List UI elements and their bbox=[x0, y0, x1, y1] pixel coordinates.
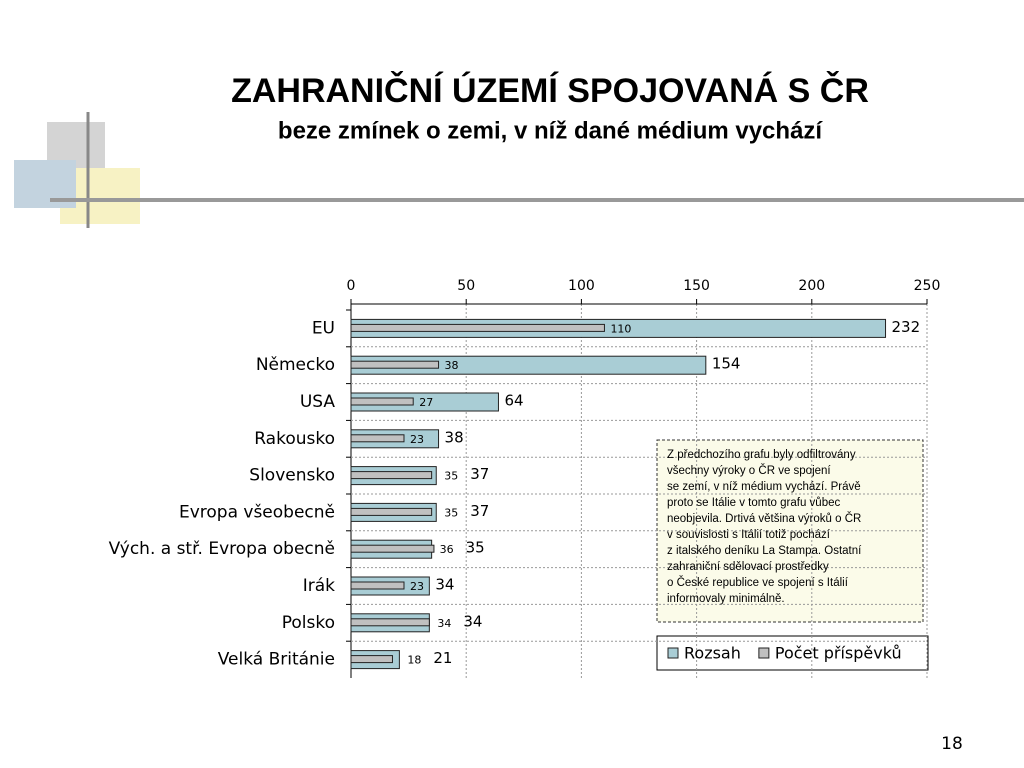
x-tick-label: 50 bbox=[457, 278, 475, 294]
y-tick-label: Německo bbox=[256, 355, 335, 375]
subtitle: beze zmínek o zemi, v níž dané médium vy… bbox=[278, 117, 824, 144]
bar bbox=[350, 471, 433, 480]
annotation-line: Z předchozího grafu byly odfiltrovány bbox=[667, 449, 856, 461]
y-tick-label: Velká Británie bbox=[218, 650, 335, 670]
data-label: 232 bbox=[892, 318, 921, 336]
y-tick-label: Slovensko bbox=[249, 466, 335, 486]
x-tick-label: 200 bbox=[798, 278, 825, 294]
data-label: 38 bbox=[445, 428, 464, 446]
x-tick-label: 100 bbox=[568, 278, 595, 294]
bar bbox=[350, 655, 393, 664]
data-label: 34 bbox=[463, 612, 482, 630]
data-label: 35 bbox=[444, 470, 458, 483]
data-label: 64 bbox=[504, 392, 523, 410]
y-tick-label: Evropa všeobecně bbox=[179, 502, 335, 522]
data-label: 37 bbox=[470, 465, 489, 483]
page-number: 18 bbox=[941, 734, 963, 754]
bar bbox=[350, 434, 405, 443]
annotation-line: proto se Itálie v tomto grafu vůbec bbox=[667, 497, 840, 509]
data-label: 38 bbox=[445, 359, 459, 372]
data-label: 35 bbox=[444, 506, 458, 519]
legend-label: Rozsah bbox=[684, 644, 741, 663]
legend-label: Počet příspěvků bbox=[775, 644, 902, 663]
x-tick-label: 150 bbox=[683, 278, 710, 294]
annotation-line: neobjevila. Drtivá většina výroků o ČR bbox=[667, 512, 861, 525]
legend-swatch bbox=[758, 647, 770, 659]
data-label: 110 bbox=[610, 322, 631, 335]
legend-swatch bbox=[667, 647, 679, 659]
annotation-line: zahraniční sdělovací prostředky bbox=[667, 561, 829, 573]
data-label: 34 bbox=[437, 617, 451, 630]
annotation-box bbox=[656, 439, 924, 623]
y-tick-label: Irák bbox=[303, 576, 335, 596]
bar bbox=[350, 397, 414, 406]
annotation-line: o České republice ve spojení s Itálií bbox=[667, 576, 849, 589]
annotation-line: informovaly minimálně. bbox=[667, 593, 785, 605]
data-label: 37 bbox=[470, 502, 489, 520]
data-label: 23 bbox=[410, 433, 424, 446]
data-label: 21 bbox=[433, 649, 452, 667]
data-label: 36 bbox=[440, 543, 454, 556]
bar bbox=[350, 544, 435, 553]
y-tick-label: Rakousko bbox=[254, 429, 335, 449]
data-label: 154 bbox=[712, 355, 741, 373]
annotation-line: v souvislosti s Itálií totiž pochází bbox=[667, 529, 831, 541]
data-label: 34 bbox=[435, 576, 454, 594]
data-label: 35 bbox=[466, 539, 485, 557]
bar bbox=[350, 507, 433, 516]
annotation-line: z italského deníku La Stampa. Ostatní bbox=[667, 545, 862, 557]
y-tick-label: Polsko bbox=[282, 613, 335, 633]
x-tick-label: 250 bbox=[914, 278, 941, 294]
data-label: 18 bbox=[407, 654, 421, 667]
y-tick-label: EU bbox=[312, 318, 335, 338]
bar bbox=[350, 323, 605, 332]
title: ZAHRANIČNÍ ÚZEMÍ SPOJOVANÁ S ČR bbox=[231, 71, 869, 110]
y-tick-label: Vých. a stř. Evropa obecně bbox=[109, 539, 335, 559]
annotation-line: se zemí, v níž médium vychází. Právě bbox=[667, 481, 861, 493]
annotation-line: všechny výroky o ČR ve spojení bbox=[667, 464, 831, 477]
y-tick-label: USA bbox=[300, 392, 336, 412]
data-label: 27 bbox=[419, 396, 433, 409]
x-tick-label: 0 bbox=[347, 278, 356, 294]
bar bbox=[350, 360, 440, 369]
data-label: 23 bbox=[410, 580, 424, 593]
bar bbox=[350, 581, 405, 590]
bar bbox=[350, 618, 430, 627]
